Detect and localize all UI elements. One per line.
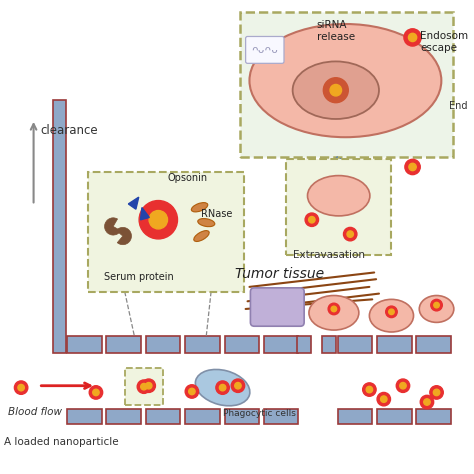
Circle shape (141, 383, 147, 390)
Text: Tumor tissue: Tumor tissue (235, 267, 324, 282)
Bar (107, 409, 141, 424)
Circle shape (309, 217, 315, 223)
Bar (146, 336, 181, 353)
Circle shape (409, 163, 416, 171)
Ellipse shape (194, 230, 209, 241)
Text: Blood flow: Blood flow (8, 407, 62, 417)
Text: Opsonin: Opsonin (168, 173, 208, 183)
Bar (377, 336, 411, 353)
Circle shape (434, 302, 439, 308)
Text: Serum protein: Serum protein (104, 272, 173, 282)
Text: siRNA
release: siRNA release (317, 20, 355, 42)
Circle shape (400, 383, 406, 389)
FancyBboxPatch shape (240, 11, 453, 157)
Bar (264, 409, 299, 424)
Circle shape (189, 388, 195, 395)
Circle shape (142, 379, 155, 392)
Bar (416, 336, 451, 353)
FancyBboxPatch shape (250, 288, 304, 326)
Circle shape (433, 389, 440, 396)
Bar (322, 336, 336, 353)
Circle shape (219, 384, 226, 391)
Polygon shape (128, 197, 139, 209)
Circle shape (363, 383, 376, 396)
Circle shape (185, 385, 199, 398)
Circle shape (149, 210, 167, 229)
Circle shape (305, 213, 319, 227)
Wedge shape (105, 218, 121, 235)
Circle shape (386, 306, 397, 318)
Text: Phagocytic cells: Phagocytic cells (223, 409, 295, 418)
Bar (338, 336, 372, 353)
Bar (377, 409, 411, 424)
Text: End: End (449, 101, 467, 111)
FancyBboxPatch shape (246, 36, 284, 64)
FancyBboxPatch shape (88, 172, 244, 292)
Ellipse shape (309, 295, 359, 330)
Bar (107, 336, 141, 353)
Circle shape (93, 389, 99, 396)
Circle shape (347, 231, 354, 237)
Circle shape (424, 399, 430, 405)
Ellipse shape (249, 24, 441, 137)
Bar (185, 336, 220, 353)
Circle shape (231, 379, 245, 392)
Circle shape (14, 381, 28, 394)
Circle shape (405, 159, 420, 174)
Circle shape (420, 395, 434, 409)
Circle shape (18, 384, 24, 391)
Bar (338, 409, 372, 424)
Ellipse shape (292, 62, 379, 119)
Polygon shape (140, 208, 149, 220)
Bar (67, 336, 102, 353)
FancyBboxPatch shape (125, 368, 163, 405)
Circle shape (404, 29, 421, 46)
Bar (185, 409, 220, 424)
Ellipse shape (195, 369, 250, 406)
Circle shape (377, 392, 391, 406)
Ellipse shape (369, 300, 413, 332)
Circle shape (381, 396, 387, 402)
Bar (225, 336, 259, 353)
Bar (53, 100, 66, 353)
Circle shape (344, 228, 357, 241)
Circle shape (235, 383, 241, 389)
FancyBboxPatch shape (286, 159, 392, 255)
Text: RNase: RNase (201, 209, 233, 219)
Circle shape (389, 309, 394, 315)
Ellipse shape (419, 295, 454, 322)
Circle shape (137, 380, 151, 393)
Ellipse shape (191, 202, 208, 212)
Bar (225, 409, 259, 424)
Bar (264, 336, 299, 353)
Circle shape (328, 303, 340, 315)
Bar (146, 409, 181, 424)
Text: ᴖᴗᴖᴗ: ᴖᴗᴖᴗ (251, 45, 278, 55)
Text: A loaded nanoparticle: A loaded nanoparticle (4, 437, 118, 447)
Ellipse shape (308, 175, 370, 216)
Circle shape (216, 381, 229, 394)
Circle shape (139, 201, 177, 239)
Circle shape (323, 78, 348, 103)
Bar (67, 409, 102, 424)
Bar (416, 409, 451, 424)
Ellipse shape (198, 219, 215, 227)
Circle shape (330, 84, 342, 96)
Bar (297, 336, 311, 353)
Circle shape (396, 379, 410, 392)
Circle shape (366, 386, 373, 393)
Circle shape (431, 300, 442, 311)
Wedge shape (116, 228, 131, 245)
Circle shape (89, 386, 103, 399)
Text: Endosom
escape: Endosom escape (420, 31, 468, 53)
Text: Extravasation: Extravasation (292, 250, 365, 260)
Circle shape (430, 386, 443, 399)
Text: clearance: clearance (40, 124, 98, 137)
Circle shape (146, 383, 152, 389)
Circle shape (331, 306, 337, 312)
Circle shape (409, 33, 417, 42)
